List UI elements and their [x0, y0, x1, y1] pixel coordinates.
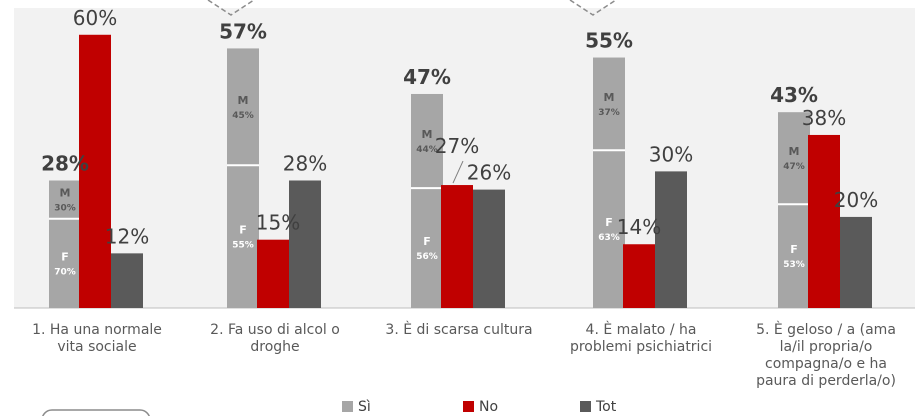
- x-tick-label: droghe: [250, 339, 299, 355]
- split-label-m: M: [238, 94, 249, 107]
- split-value-f: 56%: [416, 252, 438, 262]
- bar-sì-3: [411, 93, 443, 308]
- legend-label: Tot: [595, 399, 617, 415]
- split-value-f: 63%: [598, 233, 620, 243]
- split-label-f: F: [790, 243, 798, 256]
- label-leader-line: [452, 160, 464, 184]
- value-label-tot: 30%: [649, 142, 693, 166]
- bar-no-2: [257, 239, 289, 308]
- split-value-m: 37%: [598, 108, 620, 118]
- bar-no-1: [79, 34, 111, 309]
- x-tick-label: 1. Ha una normale: [32, 322, 162, 338]
- bar-tot-2: [289, 180, 321, 308]
- value-label-tot: 26%: [467, 161, 511, 185]
- value-label-no: 38%: [802, 106, 846, 130]
- bar-sì-5: [778, 112, 810, 308]
- legend-label: Sì: [358, 399, 371, 415]
- split-value-f: 53%: [783, 260, 805, 270]
- bar-no-4: [623, 244, 655, 308]
- split-label-f: F: [61, 250, 69, 263]
- bars-layer: [49, 34, 872, 309]
- legend-swatch: [342, 401, 353, 412]
- split-value-m: 47%: [783, 162, 805, 172]
- bar-tot-1: [111, 253, 143, 308]
- value-label-no: 15%: [256, 211, 300, 235]
- value-label-si: 47%: [403, 65, 451, 89]
- bar-sì-4: [593, 57, 625, 309]
- split-value-f: 70%: [54, 267, 76, 277]
- split-label-m: M: [60, 187, 71, 200]
- x-tick-label: compagna/o e ha: [765, 356, 887, 372]
- x-tick-label: 5. È geloso / a (ama: [756, 321, 896, 338]
- bar-tot-3: [473, 189, 505, 308]
- corner-outline-decoration: [41, 409, 151, 420]
- value-label-si: 55%: [585, 29, 633, 53]
- bar-tot-5: [840, 216, 872, 308]
- split-label-m: M: [422, 128, 433, 141]
- bar-tot-4: [655, 171, 687, 308]
- x-tick-label: problemi psichiatrici: [570, 339, 712, 355]
- legend: Sì No Tot: [342, 399, 617, 415]
- value-label-no: 14%: [617, 215, 661, 239]
- bar-sì-1: [49, 180, 81, 308]
- x-tick-label: 2. Fa uso di alcol o: [210, 322, 340, 338]
- legend-swatch: [463, 401, 474, 412]
- value-label-si: 28%: [41, 151, 89, 175]
- x-tick-label: la/il propria/o: [780, 339, 873, 355]
- split-value-m: 45%: [232, 111, 254, 121]
- x-tick-label: vita sociale: [57, 339, 136, 355]
- value-label-tot: 12%: [105, 224, 149, 248]
- legend-label: No: [479, 399, 498, 415]
- value-label-no: 27%: [435, 134, 479, 158]
- split-value-m: 30%: [54, 204, 76, 214]
- split-label-m: M: [604, 91, 615, 104]
- bar-no-3: [441, 185, 473, 308]
- value-label-si: 57%: [219, 19, 267, 43]
- value-label-tot: 28%: [283, 151, 327, 175]
- legend-swatch: [580, 401, 591, 412]
- data-labels-layer: M 30% F 70% 28% M 45% F 55% 57% M 44% F 56% 47% M 37% F 63…: [41, 6, 878, 278]
- split-label-f: F: [239, 224, 247, 237]
- split-value-m: 44%: [416, 145, 438, 155]
- split-label-m: M: [789, 145, 800, 158]
- value-label-si: 43%: [770, 83, 818, 107]
- split-value-f: 55%: [232, 241, 254, 251]
- x-tick-label: 3. È di scarsa cultura: [385, 321, 532, 338]
- x-tick-label: 4. È malato / ha: [586, 321, 697, 338]
- value-label-tot: 20%: [834, 188, 878, 212]
- top-dashed-decoration: [207, 0, 617, 16]
- split-label-f: F: [423, 235, 431, 248]
- bar-no-5: [808, 134, 840, 308]
- value-label-no: 60%: [73, 6, 117, 30]
- bar-sì-2: [227, 48, 259, 308]
- split-label-f: F: [605, 216, 613, 229]
- x-tick-label: paura di perderla/o): [756, 373, 896, 389]
